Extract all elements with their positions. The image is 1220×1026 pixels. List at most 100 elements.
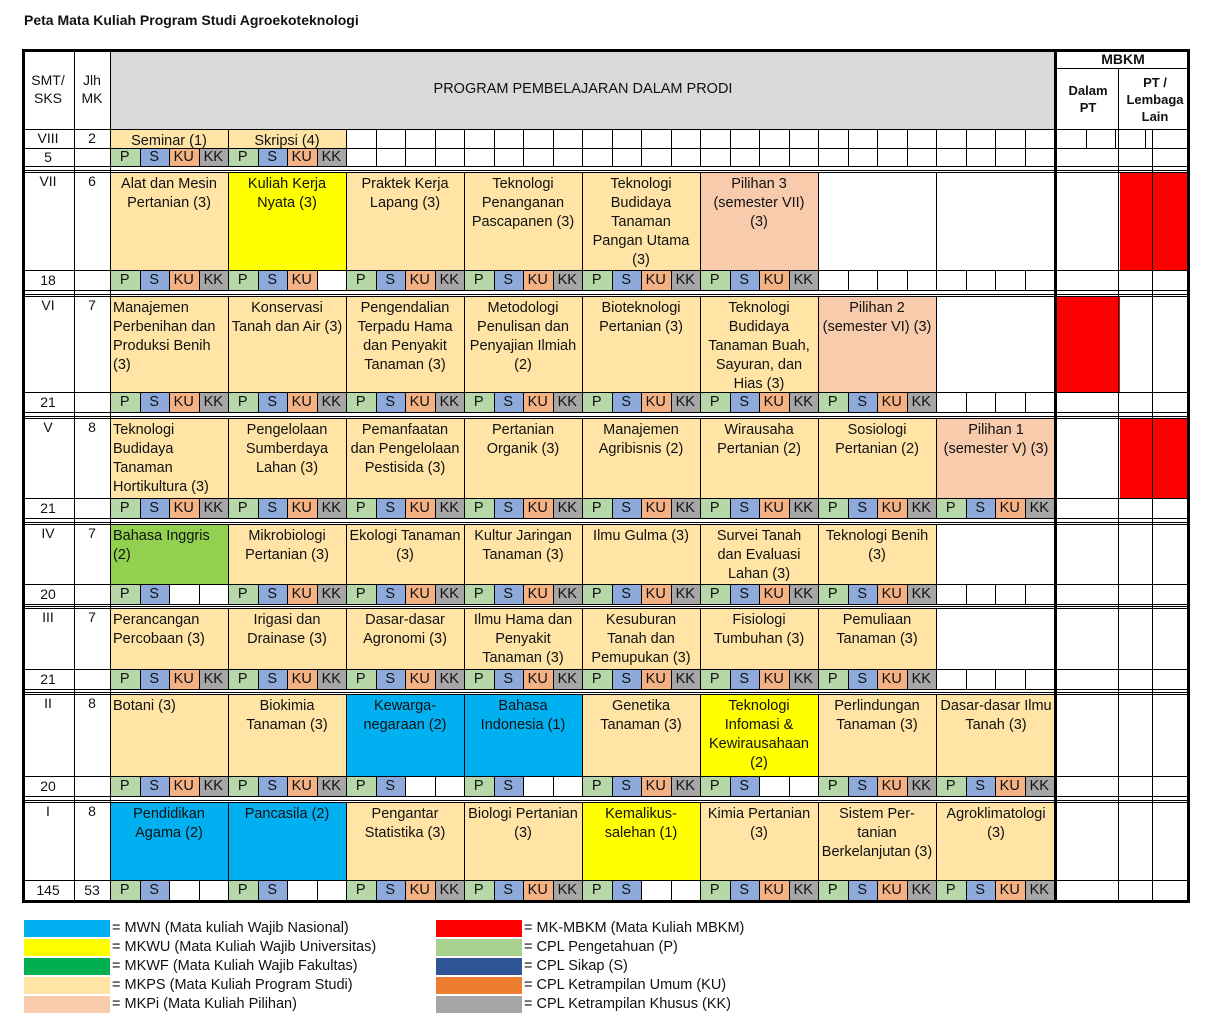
cpl-s-cell: S: [139, 880, 169, 900]
total-sks: 5: [44, 149, 52, 165]
grid-line: [405, 776, 406, 796]
cpl-kk-cell: [316, 880, 346, 900]
cpl-p-cell: P: [346, 498, 376, 518]
cpl-kk-cell: KK: [906, 584, 936, 604]
grid-line: [376, 584, 377, 604]
grid-line: [376, 498, 377, 518]
cpl-ku-cell: KU: [523, 880, 553, 900]
cpl-kk-cell: KK: [434, 669, 464, 689]
grid-line: [140, 392, 141, 412]
cpl-p-cell: P: [346, 270, 376, 290]
grid-line: [582, 129, 583, 166]
grid-line: [169, 584, 170, 604]
grid-line: [759, 498, 760, 518]
cpl-ku-cell: KU: [877, 776, 907, 796]
grid-line: [376, 392, 377, 412]
header-program: PROGRAM PEMBELAJARAN DALAM PRODI: [110, 49, 1056, 129]
grid-line: [405, 880, 406, 900]
course-cell: Kewarga- negaraan (2): [346, 694, 464, 776]
cpl-kk-cell: KK: [670, 584, 700, 604]
course-cell: Sosiologi Pertanian (2): [818, 418, 936, 498]
grid-line: [730, 669, 731, 689]
grid-line: [287, 498, 288, 518]
cpl-ku-cell: KU: [405, 584, 435, 604]
cpl-ku-cell: KU: [759, 880, 789, 900]
grid-line: [258, 669, 259, 689]
legend-label: = CPL Pengetahuan (P): [524, 939, 678, 955]
grid-line: [287, 392, 288, 412]
grid-line: [582, 418, 583, 518]
course-cell: Perlindungan Tanaman (3): [818, 694, 936, 776]
cpl-p-cell: P: [818, 392, 848, 412]
cpl-s-cell: S: [139, 776, 169, 796]
cpl-s-cell: S: [257, 498, 287, 518]
grid-line: [995, 498, 996, 518]
grid-line: [22, 129, 1190, 130]
grid-line: [110, 296, 111, 412]
grid-line: [1056, 608, 1057, 689]
cpl-kk-cell: KK: [552, 392, 582, 412]
cpl-p-cell: P: [346, 669, 376, 689]
grid-line: [228, 418, 229, 518]
jumlah-mk: 8: [88, 803, 96, 819]
cpl-p-cell: P: [110, 776, 140, 796]
cpl-s-cell: S: [847, 776, 877, 796]
grid-line: [877, 669, 878, 689]
grid-line: [936, 172, 937, 290]
grid-line: [553, 270, 554, 290]
cpl-s-cell: S: [847, 880, 877, 900]
semester-label: III: [42, 609, 54, 625]
grid-line: [553, 669, 554, 689]
grid-line: [405, 129, 406, 148]
grid-line: [22, 166, 1190, 167]
cpl-kk-cell: KK: [434, 584, 464, 604]
grid-line: [405, 392, 406, 412]
grid-line: [494, 776, 495, 796]
cpl-s-cell: S: [611, 669, 641, 689]
grid-line: [641, 148, 642, 166]
legend-label: = MK-MBKM (Mata Kuliah MBKM): [524, 920, 745, 936]
course-cell: Teknologi Benih (3): [818, 524, 936, 584]
cpl-p-cell: P: [818, 880, 848, 900]
grid-line: [759, 669, 760, 689]
grid-line: [966, 148, 967, 166]
cpl-p-cell: P: [464, 880, 494, 900]
grid-line: [936, 418, 937, 518]
course-cell: Pendidikan Agama (2): [110, 802, 228, 880]
grid-line: [848, 392, 849, 412]
grid-line: [877, 129, 878, 148]
grid-line: [936, 524, 937, 604]
cpl-ku-cell: KU: [759, 270, 789, 290]
cpl-kk-cell: KK: [552, 669, 582, 689]
grid-line: [376, 129, 377, 148]
grid-line: [22, 170, 1190, 171]
grid-line: [612, 498, 613, 518]
grid-line: [759, 148, 760, 166]
grid-line: [700, 296, 701, 412]
grid-line: [671, 270, 672, 290]
legend-label: = MKWU (Mata Kuliah Wajib Universitas): [112, 939, 377, 955]
cpl-p-cell: P: [464, 270, 494, 290]
legend-label: = CPL Ketrampilan Umum (KU): [524, 977, 727, 993]
cpl-s-cell: S: [375, 584, 405, 604]
course-cell: Mikrobiologi Pertanian (3): [228, 524, 346, 584]
grid-line: [523, 584, 524, 604]
legend-swatch-mwn: [24, 920, 110, 937]
jumlah-mk: 6: [88, 173, 96, 189]
grid-line: [936, 694, 937, 796]
grid-line: [258, 270, 259, 290]
grid-line: [199, 392, 200, 412]
cpl-s-cell: S: [611, 270, 641, 290]
cpl-p-cell: P: [700, 776, 730, 796]
grid-line: [346, 172, 347, 290]
cpl-p-cell: P: [818, 669, 848, 689]
grid-line: [287, 669, 288, 689]
grid-line: [494, 392, 495, 412]
cpl-s-cell: S: [493, 669, 523, 689]
cpl-p-cell: P: [110, 880, 140, 900]
legend-swatch-p: [436, 939, 522, 956]
grid-line: [523, 129, 524, 148]
grid-line: [405, 669, 406, 689]
grid-line: [582, 802, 583, 900]
cpl-ku-cell: KU: [995, 776, 1025, 796]
